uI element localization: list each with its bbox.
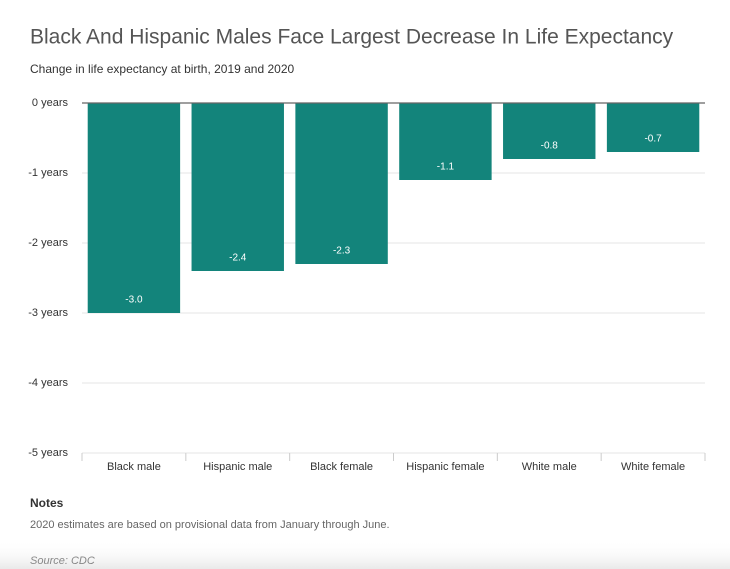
bar [503,103,596,159]
x-tick-label: Black male [107,461,161,473]
x-tick-label: Hispanic female [406,461,484,473]
value-label: -0.7 [644,134,662,145]
y-tick-label: -5 years [28,447,68,459]
bar [191,103,284,271]
value-label: -3.0 [125,295,143,306]
chart-title: Black And Hispanic Males Face Largest De… [30,26,674,49]
chart-subtitle: Change in life expectancy at birth, 2019… [30,62,295,76]
bottom-fade [0,540,730,569]
notes: 2020 estimates are based on provisional … [30,519,390,531]
value-label: -1.1 [437,162,455,173]
x-tick-label: Hispanic male [203,461,272,473]
bar [295,103,388,264]
y-tick-label: 0 years [32,97,69,109]
bar [606,103,700,152]
x-tick-label: White male [522,461,577,473]
value-label: -2.4 [229,253,247,264]
source: Source: CDC [30,555,95,567]
x-tick-label: Black female [310,461,373,473]
y-tick-label: -2 years [28,237,68,249]
value-label: -0.8 [541,141,559,152]
notes-heading: Notes [30,496,64,510]
bar [87,103,181,313]
value-label: -2.3 [333,246,351,257]
bar [399,103,492,180]
x-tick-label: White female [621,461,685,473]
y-tick-label: -4 years [28,377,68,389]
y-tick-label: -1 years [28,167,68,179]
y-tick-label: -3 years [28,307,68,319]
